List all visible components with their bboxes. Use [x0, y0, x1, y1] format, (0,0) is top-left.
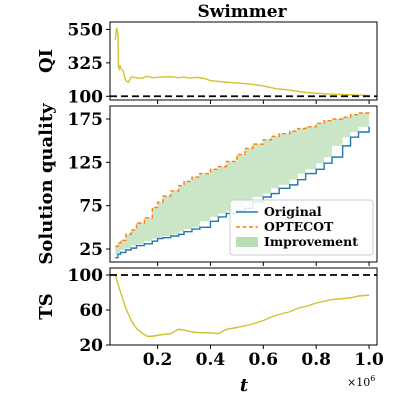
- y-tick-label: 100: [68, 87, 104, 107]
- x-tick-label: 0.4: [196, 350, 226, 370]
- y-tick-label: 20: [79, 336, 103, 356]
- y-tick-label: 100: [68, 266, 104, 286]
- y-axis-label: TS: [36, 293, 57, 319]
- x-axis-label: t: [240, 375, 249, 396]
- legend-label: OPTECOT: [264, 219, 334, 234]
- y-tick-label: 75: [79, 197, 103, 217]
- plot-area: [114, 27, 370, 97]
- y-tick-label: 60: [79, 301, 103, 321]
- plot-area: [114, 274, 370, 337]
- x-exponent-power: 6: [370, 374, 375, 383]
- x-tick-label: 0.2: [143, 350, 173, 370]
- x-tick-label: 1.0: [354, 350, 384, 370]
- original-series-line: [115, 126, 370, 259]
- y-tick-label: 25: [79, 240, 103, 260]
- panel-frame: [109, 21, 378, 101]
- y-tick-label: 125: [68, 153, 104, 173]
- panel-frame: [109, 267, 378, 346]
- improvement-area: [115, 111, 370, 258]
- y-axis-label: QI: [36, 49, 57, 73]
- x-tick-label: 0.6: [249, 350, 279, 370]
- ts-panel: 20 60 100 0.2 0.4 0.6 0.8 1.0 TS: [36, 266, 384, 370]
- y-tick-label: 175: [68, 110, 104, 130]
- optecot-series-line: [115, 111, 370, 248]
- plot-area: [115, 111, 370, 259]
- solution-quality-panel: 25 75 125 175 Solution quality OriginalOPTECO…: [36, 103, 378, 266]
- x-exponent-base: ×10: [347, 376, 370, 389]
- qi-panel: 100 325 550 QI: [36, 20, 378, 107]
- y-tick-label: 325: [68, 54, 104, 74]
- y-axis-label: Solution quality: [36, 103, 57, 265]
- x-axis-exponent: ×106: [347, 374, 375, 389]
- legend-swatch-improvement: [236, 237, 258, 247]
- legend-label: Original: [264, 204, 322, 219]
- x-tick-label: 0.8: [301, 350, 331, 370]
- series-line: [114, 274, 370, 337]
- legend-label: Improvement: [264, 234, 358, 249]
- legend-frame: [229, 199, 374, 256]
- panel-frame: [109, 105, 378, 263]
- series-line: [114, 27, 370, 97]
- chart-title: Swimmer: [197, 2, 287, 22]
- y-tick-label: 550: [68, 20, 104, 40]
